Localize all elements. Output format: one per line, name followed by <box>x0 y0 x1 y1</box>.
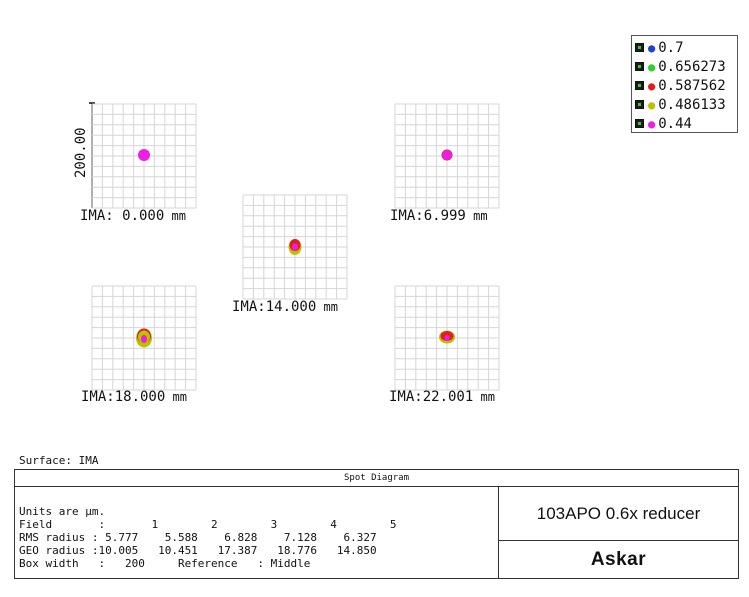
legend-label: 0.7 <box>658 39 684 56</box>
panel-title: Spot Diagram <box>15 470 738 487</box>
field-label-1: IMA: 0.000 mm <box>80 208 186 224</box>
legend-label: 0.44 <box>658 115 692 132</box>
legend-item[interactable]: ● 0.486133 <box>635 95 737 114</box>
spot-stats: Units are µm. Field : 1 2 3 4 5 RMS radius… <box>19 505 397 570</box>
design-name: 103APO 0.6x reducer <box>499 487 738 541</box>
spot-1 <box>138 149 150 161</box>
legend-item[interactable]: ● 0.44 <box>635 114 737 133</box>
wavelength-legend: ● 0.7 ● 0.656273 ● 0.587562 ● 0.486133 ●… <box>631 35 738 133</box>
info-panel: Spot Diagram Units are µm. Field : 1 2 3 … <box>14 469 739 579</box>
spot-2 <box>441 149 453 161</box>
spot-grid-3 <box>242 194 348 300</box>
legend-item[interactable]: ● 0.656273 <box>635 57 737 76</box>
legend-item[interactable]: ● 0.587562 <box>635 76 737 95</box>
units-line: Units are µm. <box>19 505 106 518</box>
dot-icon: ● <box>648 40 656 55</box>
dot-icon: ● <box>648 78 656 93</box>
field-label-4: IMA:18.000 mm <box>81 389 187 405</box>
dot-icon: ● <box>648 59 656 74</box>
field-label-3: IMA:14.000 mm <box>232 299 338 315</box>
field-label-2: IMA:6.999 mm <box>390 208 488 224</box>
field-label-5: IMA:22.001 mm <box>389 389 495 405</box>
rms-radius-line: RMS radius : 5.777 5.588 6.828 7.128 6.3… <box>19 531 377 544</box>
dot-icon: ● <box>648 116 656 131</box>
surface-label: Surface: IMA <box>19 454 99 467</box>
dot-icon: ● <box>648 97 656 112</box>
checkbox-icon[interactable] <box>635 100 644 109</box>
scale-bar-label: 200.00 <box>73 127 89 178</box>
geo-radius-line: GEO radius :10.005 10.451 17.387 18.776 … <box>19 544 377 557</box>
legend-item[interactable]: ● 0.7 <box>635 38 737 57</box>
checkbox-icon[interactable] <box>635 81 644 90</box>
checkbox-icon[interactable] <box>635 119 644 128</box>
spot-grid-4 <box>91 285 197 391</box>
legend-label: 0.656273 <box>658 58 726 75</box>
legend-label: 0.587562 <box>658 77 726 94</box>
checkbox-icon[interactable] <box>635 43 644 52</box>
spot-4 <box>136 328 152 348</box>
checkbox-icon[interactable] <box>635 62 644 71</box>
spot-diagram-plot <box>89 102 500 391</box>
title-block: 103APO 0.6x reducer Askar <box>498 487 738 578</box>
box-width-line: Box width : 200 Reference : Middle <box>19 557 311 570</box>
legend-label: 0.486133 <box>658 96 726 113</box>
spot-3 <box>288 239 302 255</box>
brand-logo: Askar <box>590 549 647 570</box>
field-line: Field : 1 2 3 4 5 <box>19 518 397 531</box>
spot-grid-5 <box>394 285 500 391</box>
spot-5 <box>439 330 455 344</box>
